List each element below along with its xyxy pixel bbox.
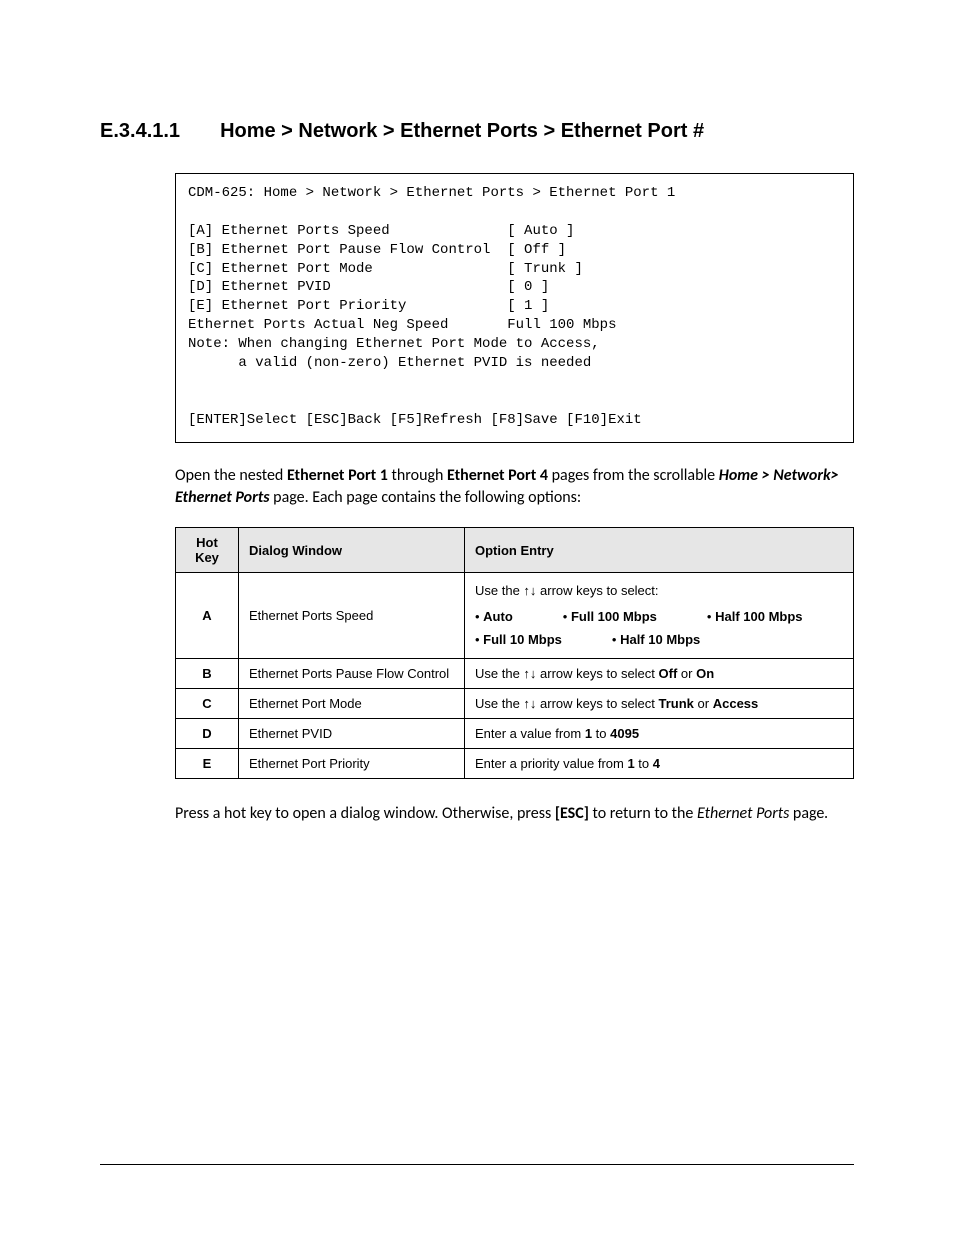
- text: to return to the: [589, 804, 697, 823]
- terminal-line: [A] Ethernet Ports Speed [ Auto ]: [188, 223, 574, 239]
- option-cell: Use the ↑↓ arrow keys to select: Auto Fu…: [465, 573, 854, 658]
- dialog-cell: Ethernet Port Priority: [239, 748, 465, 778]
- table-row: D Ethernet PVID Enter a value from 1 to …: [176, 718, 854, 748]
- terminal-line: [B] Ethernet Port Pause Flow Control [ O…: [188, 242, 566, 258]
- text: Use the ↑↓ arrow keys to select:: [475, 580, 843, 602]
- terminal-line: [D] Ethernet PVID [ 0 ]: [188, 279, 549, 295]
- text: Use the ↑↓ arrow keys to select: [475, 666, 659, 681]
- bold-text: Ethernet Port 1: [287, 466, 388, 485]
- bullet-list: Auto Full 100 Mbps Half 100 Mbps Full 10…: [475, 606, 843, 650]
- text: Enter a priority value from: [475, 756, 627, 771]
- hotkey-cell: D: [176, 718, 239, 748]
- dialog-cell: Ethernet Port Mode: [239, 688, 465, 718]
- col-hotkey: Hot Key: [176, 528, 239, 573]
- terminal-breadcrumb: CDM-625: Home > Network > Ethernet Ports…: [188, 185, 675, 201]
- option-cell: Use the ↑↓ arrow keys to select Trunk or…: [465, 688, 854, 718]
- bold-text: Access: [713, 696, 759, 711]
- terminal-line: Ethernet Ports Actual Neg Speed Full 100…: [188, 317, 616, 333]
- text: Enter a value from: [475, 726, 585, 741]
- bullet-item: Half 100 Mbps: [707, 606, 803, 628]
- footer-paragraph: Press a hot key to open a dialog window.…: [175, 803, 854, 825]
- bold-text: 1: [585, 726, 592, 741]
- option-cell: Use the ↑↓ arrow keys to select Off or O…: [465, 658, 854, 688]
- table-row: B Ethernet Ports Pause Flow Control Use …: [176, 658, 854, 688]
- hotkey-cell: A: [176, 573, 239, 658]
- terminal-line: [E] Ethernet Port Priority [ 1 ]: [188, 298, 549, 314]
- bold-text: Half 10 Mbps: [620, 632, 700, 647]
- dialog-cell: Ethernet PVID: [239, 718, 465, 748]
- page-footer-rule: [100, 1164, 854, 1165]
- text: or: [677, 666, 696, 681]
- hotkey-cell: E: [176, 748, 239, 778]
- option-cell: Enter a priority value from 1 to 4: [465, 748, 854, 778]
- bullet-item: Full 100 Mbps: [563, 606, 657, 628]
- document-page: E.3.4.1.1 Home > Network > Ethernet Ports…: [0, 0, 954, 1235]
- hotkey-cell: C: [176, 688, 239, 718]
- text: page. Each page contains the following o…: [270, 488, 582, 507]
- bold-text: [ESC]: [555, 804, 589, 823]
- table-header-row: Hot Key Dialog Window Option Entry: [176, 528, 854, 573]
- text: page: [789, 804, 824, 823]
- bold-text: Full 100 Mbps: [571, 609, 657, 624]
- bullet-item: Auto: [475, 606, 513, 628]
- section-number: E.3.4.1.1: [100, 120, 180, 143]
- dialog-cell: Ethernet Ports Pause Flow Control: [239, 658, 465, 688]
- bold-text: 4: [653, 756, 660, 771]
- col-dialog: Dialog Window: [239, 528, 465, 573]
- text: pages from the scrollable: [548, 466, 719, 485]
- bold-text: Auto: [483, 609, 513, 624]
- bullet-item: Full 10 Mbps: [475, 629, 562, 651]
- table-row: E Ethernet Port Priority Enter a priorit…: [176, 748, 854, 778]
- terminal-line: [C] Ethernet Port Mode [ Trunk ]: [188, 261, 583, 277]
- italic-text: .: [824, 804, 828, 823]
- bold-text: Trunk: [659, 696, 694, 711]
- text: Use the ↑↓ arrow keys to select: [475, 696, 659, 711]
- dialog-cell: Ethernet Ports Speed: [239, 573, 465, 658]
- bold-text: 1: [627, 756, 634, 771]
- bold-text: On: [696, 666, 714, 681]
- text: Open the nested: [175, 466, 287, 485]
- italic-text: Ethernet Ports: [697, 804, 789, 823]
- intro-paragraph: Open the nested Ethernet Port 1 through …: [175, 465, 854, 510]
- section-title: Home > Network > Ethernet Ports > Ethern…: [220, 120, 704, 142]
- bold-text: Ethernet Port 4: [447, 466, 548, 485]
- text: Press a hot key to open a dialog window.…: [175, 804, 555, 823]
- table-row: C Ethernet Port Mode Use the ↑↓ arrow ke…: [176, 688, 854, 718]
- bullet-item: Half 10 Mbps: [612, 629, 700, 651]
- terminal-screenshot: CDM-625: Home > Network > Ethernet Ports…: [175, 173, 854, 443]
- options-table: Hot Key Dialog Window Option Entry A Eth…: [175, 527, 854, 778]
- option-cell: Enter a value from 1 to 4095: [465, 718, 854, 748]
- bold-text: 4095: [610, 726, 639, 741]
- terminal-footer: [ENTER]Select [ESC]Back [F5]Refresh [F8]…: [188, 412, 642, 428]
- bold-text: Half 100 Mbps: [715, 609, 802, 624]
- text: to: [635, 756, 653, 771]
- col-option: Option Entry: [465, 528, 854, 573]
- text: or: [694, 696, 713, 711]
- text: through: [388, 466, 447, 485]
- bold-text: Full 10 Mbps: [483, 632, 562, 647]
- text: to: [592, 726, 610, 741]
- hotkey-cell: B: [176, 658, 239, 688]
- terminal-line: Note: When changing Ethernet Port Mode t…: [188, 336, 600, 352]
- table-row: A Ethernet Ports Speed Use the ↑↓ arrow …: [176, 573, 854, 658]
- terminal-line: a valid (non-zero) Ethernet PVID is need…: [188, 355, 591, 371]
- section-heading: E.3.4.1.1 Home > Network > Ethernet Ports…: [100, 120, 854, 143]
- bold-text: Off: [659, 666, 678, 681]
